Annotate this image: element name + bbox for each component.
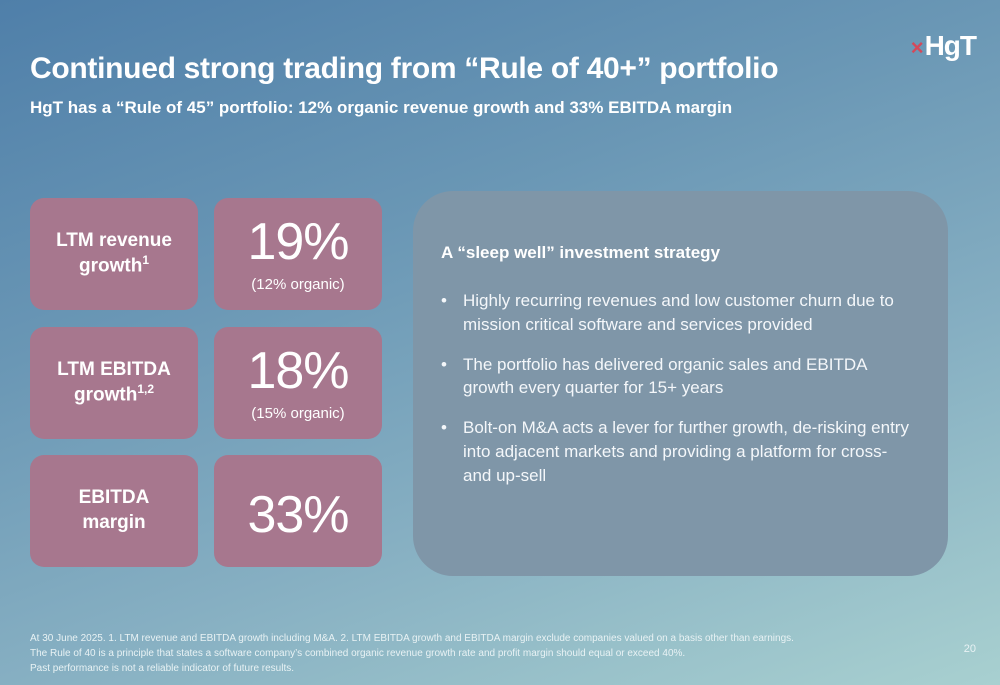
metric-value-ebitda-growth: 18% (15% organic) — [214, 327, 382, 439]
metric-label-ebitda-margin: EBITDA margin — [30, 455, 198, 567]
strategy-bullet: The portfolio has delivered organic sale… — [441, 353, 918, 401]
footnote-line: The Rule of 40 is a principle that state… — [30, 648, 686, 659]
metric-organic-note: (12% organic) — [251, 275, 345, 293]
metric-value-ebitda-margin: 33% — [214, 455, 382, 567]
metric-value-revenue-growth: 19% (12% organic) — [214, 198, 382, 310]
footnote-ref: 1,2 — [137, 382, 154, 397]
strategy-panel: A “sleep well” investment strategy Highl… — [413, 191, 948, 576]
metric-value: 19% — [247, 212, 349, 271]
metric-label-line: growth1,2 — [73, 382, 154, 406]
strategy-bullet: Highly recurring revenues and low custom… — [441, 289, 918, 337]
metric-label-line: growth1 — [78, 253, 149, 277]
strategy-bullet: Bolt-on M&A acts a lever for further gro… — [441, 416, 918, 487]
metric-organic-note: (15% organic) — [251, 404, 345, 422]
metric-label-ebitda-growth: LTM EBITDA growth1,2 — [30, 327, 198, 439]
logo-mark: × — [910, 35, 924, 60]
footnote-line: At 30 June 2025. 1. LTM revenue and EBIT… — [30, 633, 794, 644]
metric-label-line: EBITDA — [78, 487, 150, 509]
metric-label-line: LTM revenue — [56, 229, 172, 251]
footnote-line: Past performance is not a reliable indic… — [30, 663, 295, 674]
footnotes: At 30 June 2025. 1. LTM revenue and EBIT… — [30, 631, 794, 676]
footnote-ref: 1 — [142, 253, 149, 268]
metric-label-revenue-growth: LTM revenue growth1 — [30, 198, 198, 310]
metric-label-line: margin — [82, 512, 146, 533]
metric-label-line: LTM EBITDA — [57, 358, 171, 380]
page-number: 20 — [963, 643, 976, 655]
strategy-title: A “sleep well” investment strategy — [441, 243, 721, 262]
page-title: Continued strong trading from “Rule of 4… — [30, 52, 779, 85]
logo-text: HgT — [924, 30, 977, 61]
metric-value: 18% — [247, 341, 349, 400]
strategy-bullet-list: Highly recurring revenues and low custom… — [441, 289, 918, 488]
metric-value: 33% — [247, 486, 349, 544]
hgt-logo: ×HgT — [910, 30, 977, 62]
page-subtitle: HgT has a “Rule of 45” portfolio: 12% or… — [30, 98, 733, 117]
